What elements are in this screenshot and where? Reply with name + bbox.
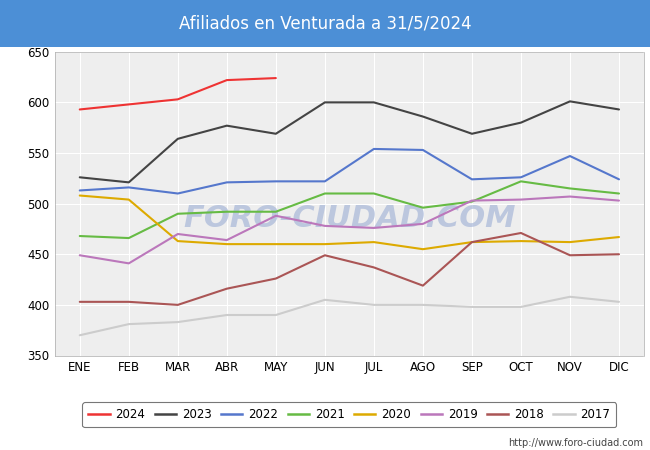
Text: Afiliados en Venturada a 31/5/2024: Afiliados en Venturada a 31/5/2024 <box>179 14 471 33</box>
Text: http://www.foro-ciudad.com: http://www.foro-ciudad.com <box>508 438 644 448</box>
Text: FORO-CIUDAD.COM: FORO-CIUDAD.COM <box>183 204 515 233</box>
Legend: 2024, 2023, 2022, 2021, 2020, 2019, 2018, 2017: 2024, 2023, 2022, 2021, 2020, 2019, 2018… <box>83 402 616 427</box>
